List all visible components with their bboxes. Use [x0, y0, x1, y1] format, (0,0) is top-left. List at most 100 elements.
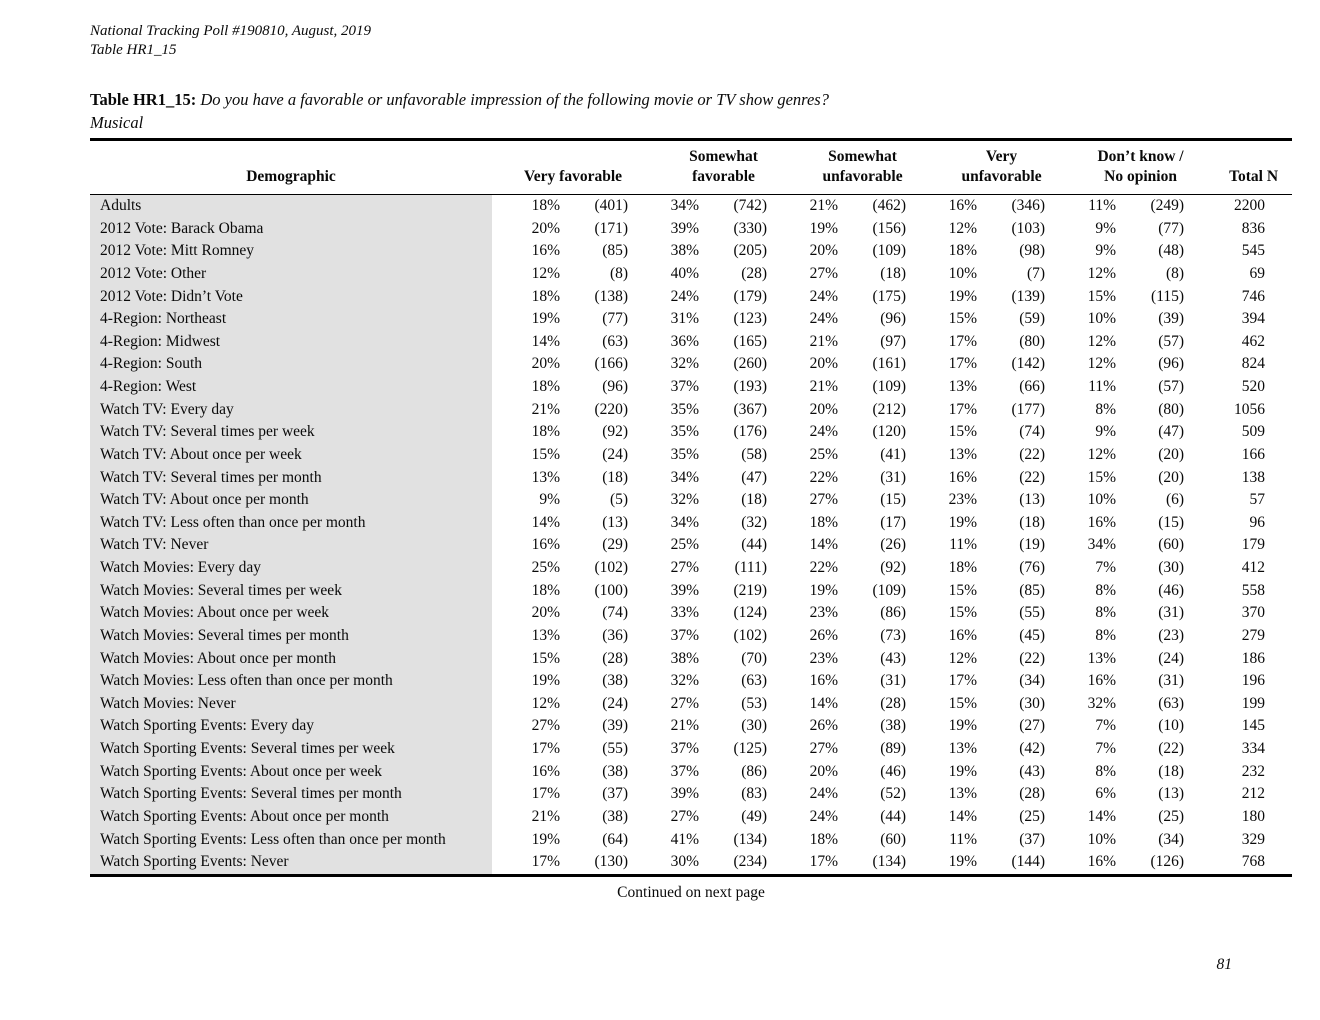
count-cell: (205) [733, 242, 768, 260]
demographic-cell: Watch Sporting Events: Several times per… [90, 738, 492, 761]
percent-cell: 16% [1087, 853, 1117, 871]
percent-cell: 37% [670, 626, 700, 644]
percent-cell: 23% [948, 491, 978, 509]
percent-cell: 18% [531, 423, 560, 441]
percent-cell: 7% [1095, 740, 1117, 757]
percent-cell: 19% [948, 287, 978, 305]
table-row: Watch Movies: Less often than once per m… [90, 670, 1292, 693]
column-header-demographic: Demographic [246, 168, 336, 185]
demographic-cell: Watch Sporting Events: Never [90, 851, 492, 876]
demographic-cell: Watch Movies: Several times per week [90, 579, 492, 603]
count-cell: (260) [733, 355, 768, 373]
count-cell: (18) [741, 491, 768, 509]
percent-cell: 39% [670, 785, 700, 803]
table-row: Watch Sporting Events: Less often than o… [90, 828, 1292, 852]
count-cell: (85) [602, 242, 629, 260]
page-number: 81 [1216, 956, 1233, 973]
poll-title-line: National Tracking Poll #190810, August, … [90, 23, 371, 39]
percent-cell: 35% [670, 400, 700, 418]
demographic-cell: Watch TV: Several times per month [90, 466, 492, 490]
count-cell: (46) [1158, 581, 1185, 599]
doc-header: National Tracking Poll #190810, August, … [90, 22, 371, 60]
count-cell: (10) [1158, 717, 1185, 735]
percent-cell: 25% [531, 559, 560, 576]
percent-cell: 23% [809, 649, 839, 667]
percent-cell: 14% [948, 807, 978, 825]
count-cell: (31) [1158, 672, 1185, 690]
count-cell: (31) [880, 672, 907, 690]
percent-cell: 34% [1087, 536, 1117, 554]
percent-cell: 32% [1087, 694, 1117, 712]
count-cell: (8) [1165, 264, 1185, 282]
table-row: Watch Sporting Events: Several times per… [90, 738, 1292, 761]
percent-cell: 9% [1095, 242, 1117, 260]
percent-cell: 10% [1087, 491, 1117, 509]
count-cell: (20) [1158, 468, 1185, 486]
count-cell: (29) [602, 536, 629, 554]
total-n-cell: 836 [1241, 219, 1266, 237]
percent-cell: 15% [948, 310, 978, 328]
percent-cell: 37% [670, 378, 700, 395]
count-cell: (42) [1019, 740, 1046, 757]
percent-cell: 9% [539, 491, 560, 509]
demographic-cell: 4-Region: South [90, 353, 492, 376]
count-cell: (171) [594, 219, 629, 237]
percent-cell: 10% [1087, 310, 1117, 328]
percent-cell: 8% [1095, 604, 1117, 622]
count-cell: (86) [880, 604, 907, 622]
percent-cell: 20% [809, 400, 839, 418]
column-header-somewhat-unfavorable: Somewhat unfavorable [822, 148, 903, 185]
percent-cell: 37% [670, 740, 700, 757]
percent-cell: 24% [670, 287, 700, 305]
total-n-cell: 394 [1241, 310, 1266, 328]
percent-cell: 7% [1095, 717, 1117, 735]
total-n-cell: 212 [1241, 785, 1266, 803]
percent-cell: 12% [1087, 264, 1117, 282]
count-cell: (43) [1019, 762, 1046, 780]
percent-cell: 12% [531, 264, 560, 282]
count-cell: (24) [602, 694, 629, 712]
percent-cell: 19% [809, 581, 839, 599]
count-cell: (39) [1158, 310, 1185, 328]
count-cell: (74) [1019, 423, 1046, 441]
percent-cell: 11% [1088, 378, 1117, 395]
count-cell: (37) [1019, 830, 1046, 848]
demographic-cell: Watch Movies: Less often than once per m… [90, 670, 492, 693]
percent-cell: 18% [531, 581, 560, 599]
percent-cell: 21% [809, 332, 839, 350]
count-cell: (57) [1158, 332, 1185, 350]
percent-cell: 17% [531, 740, 560, 757]
count-cell: (89) [880, 740, 907, 757]
demographic-cell: Watch TV: Several times per week [90, 421, 492, 444]
count-cell: (22) [1019, 445, 1046, 463]
count-cell: (25) [1019, 807, 1046, 825]
count-cell: (109) [872, 378, 907, 395]
percent-cell: 14% [1087, 807, 1117, 825]
demographic-cell: Watch Movies: Several times per month [90, 624, 492, 648]
total-n-cell: 412 [1241, 559, 1266, 576]
percent-cell: 39% [670, 219, 700, 237]
count-cell: (97) [880, 332, 907, 350]
total-n-cell: 370 [1241, 604, 1266, 622]
percent-cell: 27% [531, 717, 560, 735]
table-row: 4-Region: Northeast 19% (77) 31% (123) 24% (96… [90, 308, 1292, 331]
count-cell: (346) [1011, 197, 1046, 214]
percent-cell: 8% [1095, 626, 1117, 644]
count-cell: (38) [602, 807, 629, 825]
table-row: Watch Sporting Events: Never 17% (130) 30% (… [90, 851, 1292, 876]
percent-cell: 18% [531, 197, 560, 214]
percent-cell: 39% [670, 581, 700, 599]
count-cell: (130) [594, 853, 629, 871]
count-cell: (102) [733, 626, 768, 644]
percent-cell: 38% [670, 242, 700, 260]
table-row: 4-Region: West 18% (96) 37% (193) 21% (109) 13%… [90, 376, 1292, 399]
count-cell: (161) [872, 355, 907, 373]
count-cell: (109) [872, 581, 907, 599]
demographic-cell: Watch Sporting Events: Every day [90, 715, 492, 738]
percent-cell: 20% [809, 355, 839, 373]
count-cell: (8) [609, 264, 629, 282]
count-cell: (7) [1026, 264, 1046, 282]
table-header: Demographic Very favorable Somewhat favo… [90, 140, 1293, 195]
count-cell: (30) [1158, 559, 1185, 576]
